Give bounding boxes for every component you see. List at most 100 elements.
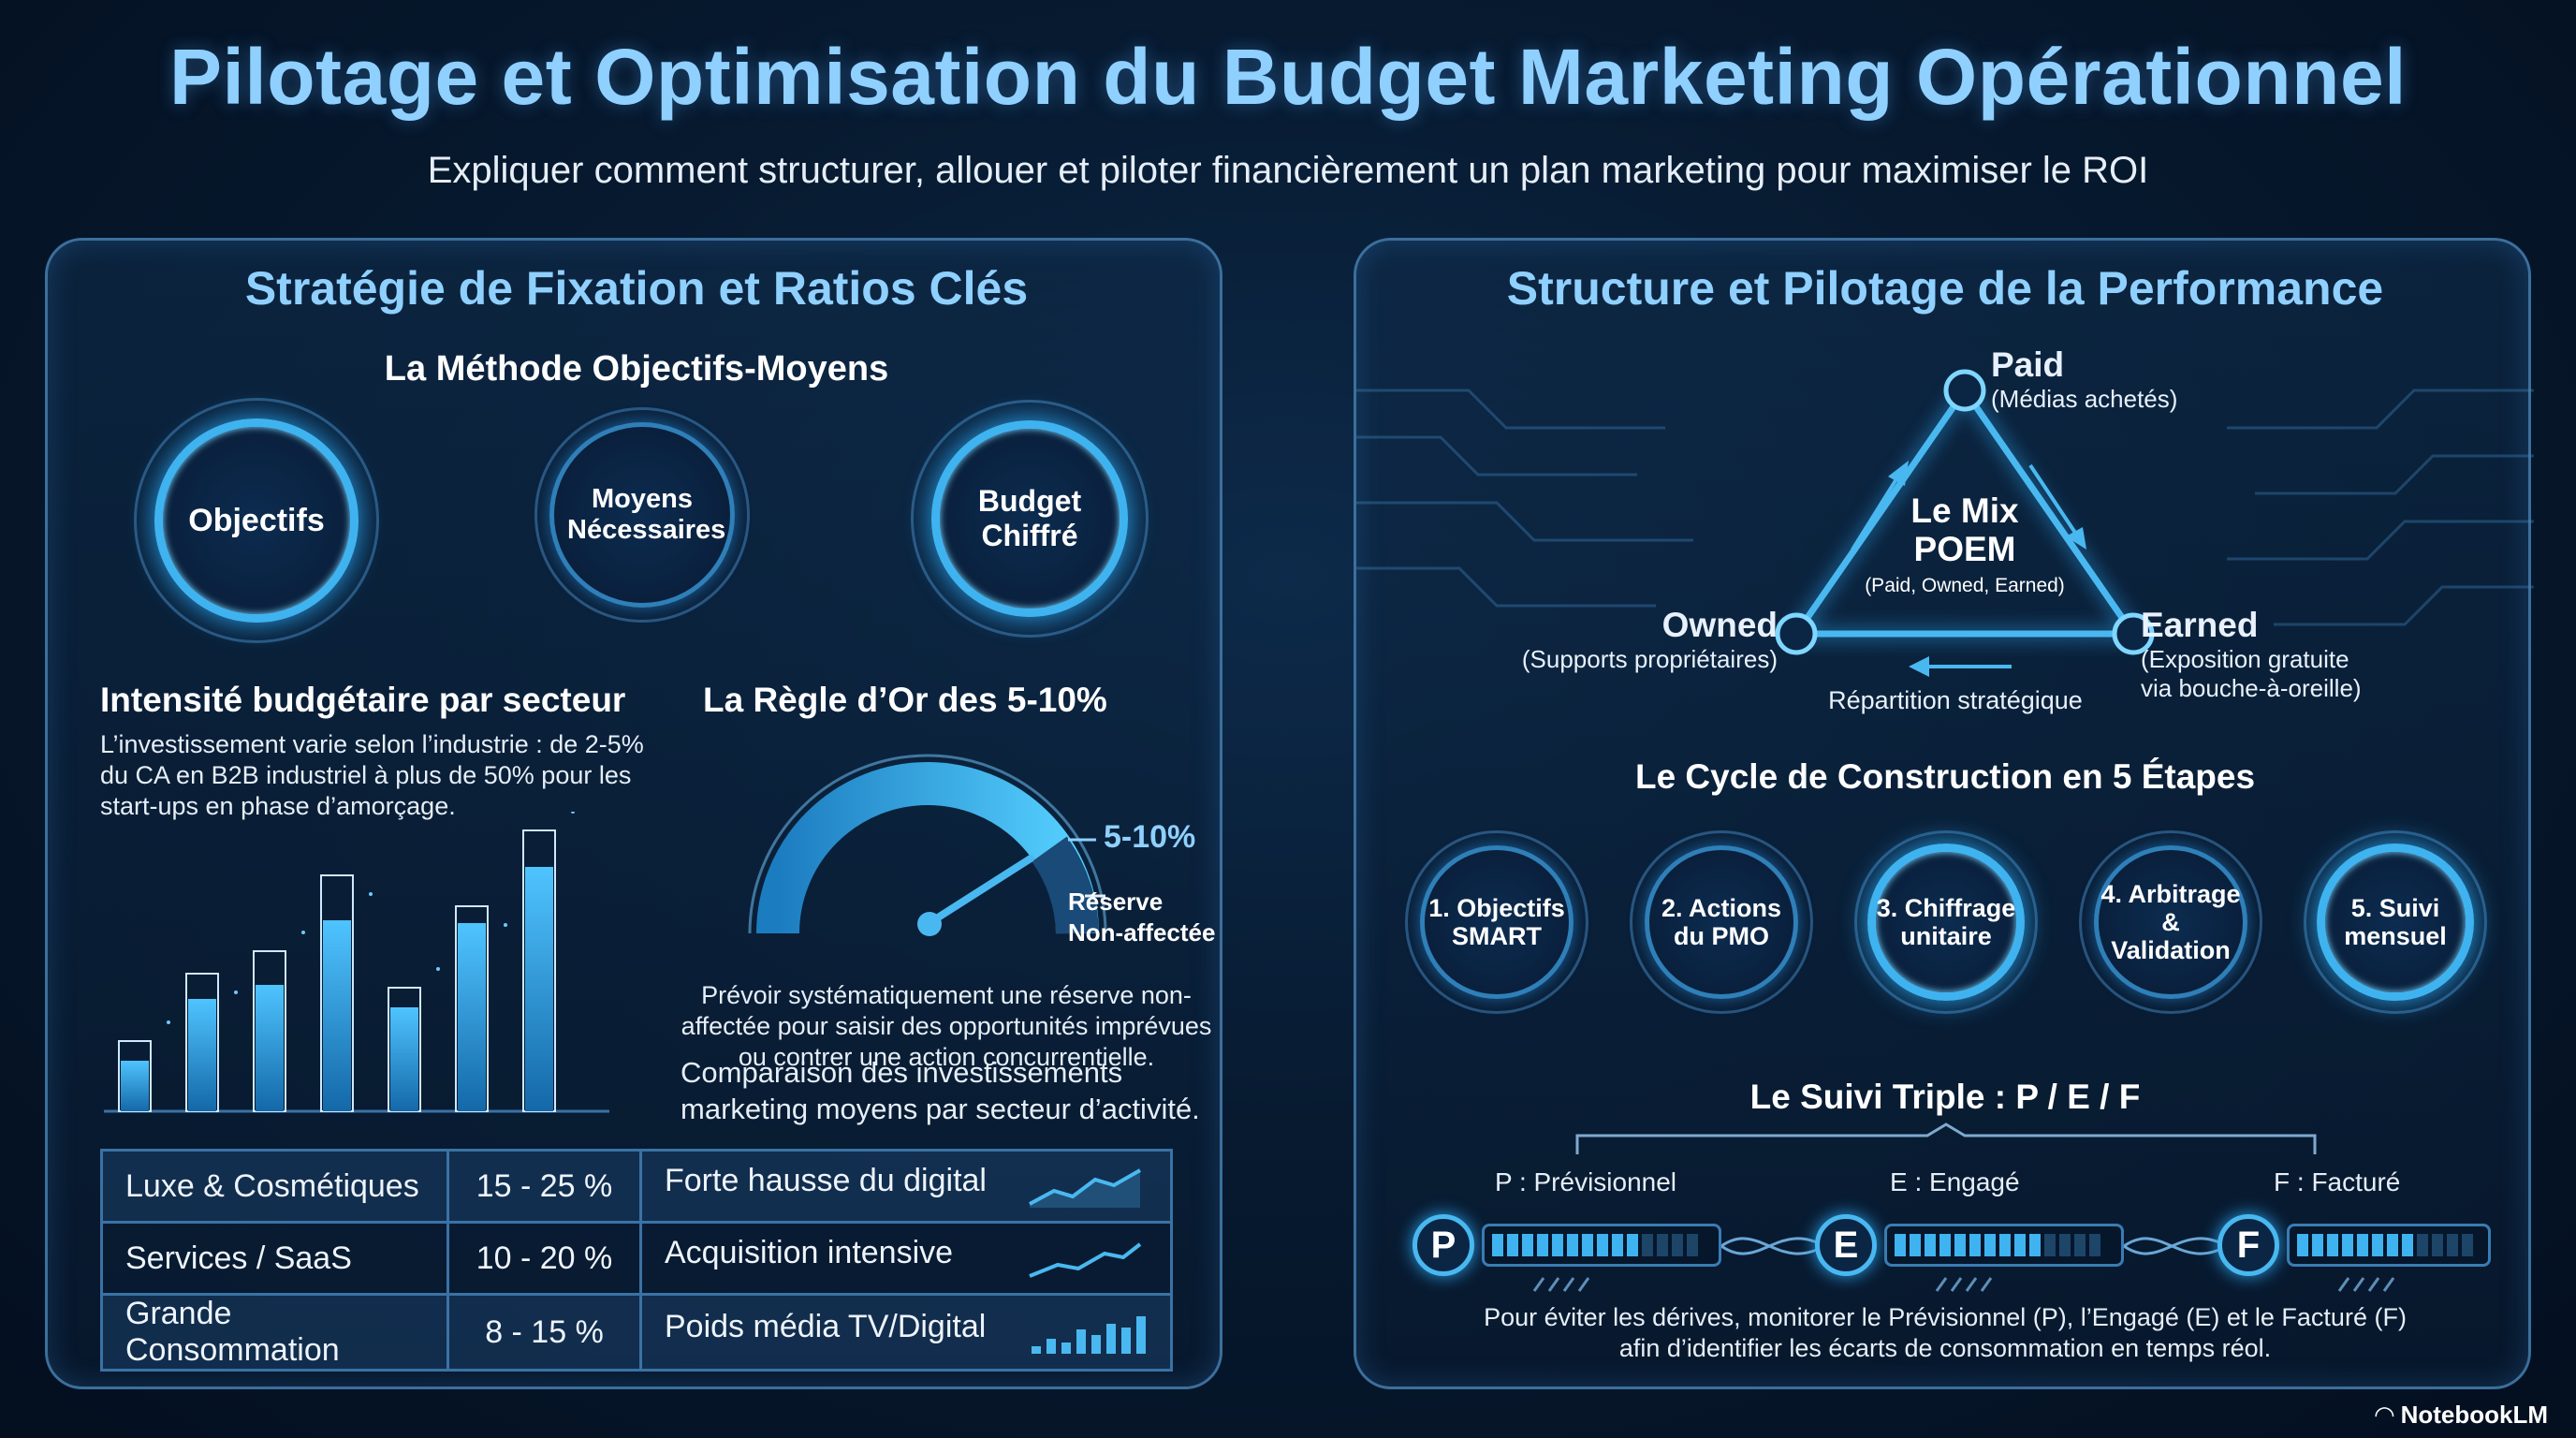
table-cell-range: 8 - 15 % bbox=[446, 1293, 642, 1372]
chart-bar bbox=[256, 985, 284, 1111]
gauge-reserve-label: Réserve Non-affectée bbox=[1068, 887, 1215, 947]
table-note-text: Acquisition intensive bbox=[665, 1235, 954, 1270]
pef-connectors bbox=[1532, 1237, 2395, 1292]
pef-note-line1: Pour éviter les dérives, monitorer le Pr… bbox=[1484, 1303, 2407, 1331]
comparaison-text: Comparaison des investissements marketin… bbox=[681, 1056, 1200, 1125]
circle-budget: Budget Chiffré bbox=[931, 420, 1128, 617]
poem-node-earned bbox=[2112, 612, 2155, 655]
cycle-step-2: 2. Actions du PMO bbox=[1645, 845, 1798, 999]
pef-progress-fill bbox=[2297, 1234, 2473, 1256]
cycle-step-label: 3. Chiffrage bbox=[1876, 893, 2016, 922]
table-cell-sector: Services / SaaS bbox=[100, 1221, 449, 1296]
gauge-percent: 5-10% bbox=[1104, 819, 1196, 855]
poem-earned-title: Earned bbox=[2141, 606, 2259, 644]
cycle-step-label: 1. Objectifs bbox=[1428, 893, 1565, 922]
arrow-head-icon bbox=[2066, 527, 2086, 550]
logo-text: NotebookLM bbox=[2400, 1401, 2548, 1429]
poem-paid-label: Paid (Médias achetés) bbox=[1991, 345, 2177, 414]
table-cell-sector: Grande Consommation bbox=[100, 1293, 449, 1372]
gauge-reserve-segment bbox=[1031, 836, 1099, 935]
chart-sparkle bbox=[234, 990, 238, 994]
intensite-text: L’investissement varie selon l’industrie… bbox=[100, 730, 644, 820]
intensite-title: Intensité budgétaire par secteur bbox=[100, 681, 626, 719]
table-cell-note: Forte hausse du digital bbox=[639, 1149, 1173, 1224]
sector-table: Luxe & Cosmétiques 15 - 25 % Forte hauss… bbox=[100, 1149, 1173, 1372]
gauge-chart bbox=[748, 754, 1107, 936]
cycle-step-label: 4. Arbitrage bbox=[2100, 879, 2241, 908]
chart-sparkle bbox=[504, 923, 507, 927]
pef-bracket bbox=[1575, 1123, 2317, 1154]
poem-paid-title: Paid bbox=[1991, 345, 2065, 384]
pef-label-p: P : Prévisionnel bbox=[1495, 1167, 1677, 1196]
poem-center-line1: Le Mix bbox=[1910, 492, 2019, 530]
chart-sparkle bbox=[167, 1020, 170, 1024]
chart-bar bbox=[121, 1061, 149, 1111]
gauge-outer-ring bbox=[748, 754, 1107, 934]
circle-moyens: Moyens Nécessaires bbox=[549, 422, 735, 608]
circle-budget-label: Budget Chiffré bbox=[977, 484, 1082, 552]
poem-paid-sub: (Médias achetés) bbox=[1991, 385, 2178, 413]
table-note-text: Forte hausse du digital bbox=[665, 1163, 987, 1198]
pef-progress-e bbox=[1884, 1224, 2124, 1267]
poem-owned-sub: (Supports propriétaires) bbox=[1521, 645, 1778, 673]
circle-moyens-label: Moyens Nécessaires bbox=[567, 484, 726, 545]
pef-badge-letter: E bbox=[1833, 1224, 1859, 1266]
gauge-needle bbox=[931, 855, 1034, 923]
chart-bar bbox=[188, 999, 216, 1111]
chart-bar bbox=[390, 1007, 418, 1111]
pef-note: Pour éviter les dérives, monitorer le Pr… bbox=[1356, 1302, 2534, 1364]
gauge-reserve-line1: Réserve bbox=[1068, 888, 1164, 916]
cycle-step-label: SMART bbox=[1451, 922, 1542, 950]
cycle-step-label: 5. Suivi bbox=[2350, 893, 2440, 922]
table-cell-sector: Luxe & Cosmétiques bbox=[100, 1149, 449, 1224]
chart-sparkle bbox=[369, 892, 373, 896]
sector-bar-chart bbox=[104, 812, 609, 1113]
poem-node-paid bbox=[1943, 369, 1986, 412]
left-panel: Stratégie de Fixation et Ratios Clés La … bbox=[45, 238, 1222, 1389]
bar-chart-icon bbox=[1032, 1316, 1146, 1354]
chart-bar bbox=[525, 867, 553, 1111]
cycle-step-label: & Validation bbox=[2111, 907, 2231, 965]
regle-text: Prévoir systématiquement une réserve non… bbox=[681, 981, 1212, 1071]
circuit-decoration bbox=[1356, 389, 2534, 626]
pef-progress-p bbox=[1482, 1224, 1721, 1267]
page-subtitle: Expliquer comment structurer, allouer et… bbox=[427, 150, 2149, 191]
poem-repartition: Répartition stratégique bbox=[1828, 686, 2083, 714]
pef-label-e: E : Engagé bbox=[1890, 1167, 2020, 1196]
arrow-head-icon bbox=[1888, 461, 1909, 486]
pef-badge-e: E bbox=[1815, 1214, 1877, 1276]
cycle-step-5: 5. Suivi mensuel bbox=[2317, 844, 2474, 1001]
page-title: Pilotage et Optimisation du Budget Marke… bbox=[168, 33, 2407, 121]
cycle-step-label: 2. Actions bbox=[1661, 893, 1782, 922]
arrow-icon bbox=[375, 503, 544, 531]
circle-objectifs: Objectifs bbox=[154, 418, 359, 623]
gauge-reserve-line2: Non-affectée bbox=[1068, 917, 1216, 946]
pef-title: Le Suivi Triple : P / E / F bbox=[1749, 1078, 2141, 1116]
poem-earned-label: Earned (Exposition gratuite via bouche-à… bbox=[2141, 606, 2362, 703]
poem-center-sub: (Paid, Owned, Earned) bbox=[1865, 574, 2065, 596]
poem-owned-label: Owned (Supports propriétaires) bbox=[1497, 606, 1778, 674]
poem-earned-sub1: (Exposition gratuite bbox=[2141, 645, 2349, 673]
cycle-step-4: 4. Arbitrage & Validation bbox=[2094, 845, 2247, 999]
table-cell-note: Poids média TV/Digital bbox=[639, 1293, 1173, 1372]
pef-badge-f: F bbox=[2217, 1214, 2279, 1276]
poem-center: Le Mix POEM (Paid, Owned, Earned) bbox=[1806, 492, 2124, 596]
table-cell-range: 10 - 20 % bbox=[446, 1221, 642, 1296]
table-row: Services / SaaS 10 - 20 % Acquisition in… bbox=[100, 1221, 1173, 1296]
cycle-step-label: mensuel bbox=[2344, 922, 2447, 950]
left-panel-heading: Stratégie de Fixation et Ratios Clés bbox=[244, 262, 1029, 315]
right-panel-heading: Structure et Pilotage de la Performance bbox=[1506, 262, 2384, 315]
gauge-pivot bbox=[917, 912, 942, 936]
circle-halo bbox=[534, 407, 750, 623]
pef-badge-p: P bbox=[1412, 1214, 1474, 1276]
notebooklm-logo: ◠ NotebookLM bbox=[2375, 1401, 2548, 1430]
circle-halo bbox=[1854, 830, 2038, 1014]
arrow-icon bbox=[2028, 463, 2079, 537]
arrow-icon bbox=[1851, 473, 1901, 551]
poem-triangle bbox=[1775, 369, 2155, 677]
pef-progress-fill bbox=[1492, 1234, 1698, 1256]
cycle-step-label: du PMO bbox=[1674, 922, 1769, 950]
pef-note-line2: afin d’identifier les écarts de consomma… bbox=[1618, 1333, 2272, 1362]
methode-title: La Méthode Objectifs-Moyens bbox=[384, 349, 889, 389]
trend-up-icon bbox=[1029, 1168, 1141, 1208]
